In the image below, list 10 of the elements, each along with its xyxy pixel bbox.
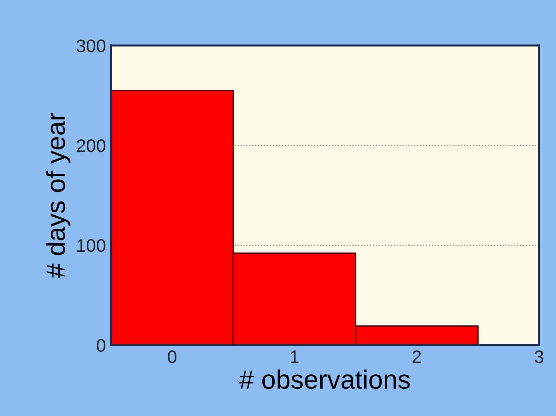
x-tick-label: 2 bbox=[412, 350, 422, 364]
x-tick-label: 0 bbox=[168, 350, 177, 364]
x-tick-label: 1 bbox=[291, 350, 299, 364]
y-tick-label: 100 bbox=[78, 239, 106, 252]
y-axis-title: # days of year bbox=[46, 113, 71, 278]
x-axis-title: # observations bbox=[240, 370, 410, 390]
y-tick-label: 0 bbox=[97, 339, 106, 352]
x-tick-label: 3 bbox=[534, 350, 544, 364]
y-tick-label: 200 bbox=[77, 140, 106, 152]
y-tick-label: 300 bbox=[76, 40, 106, 52]
